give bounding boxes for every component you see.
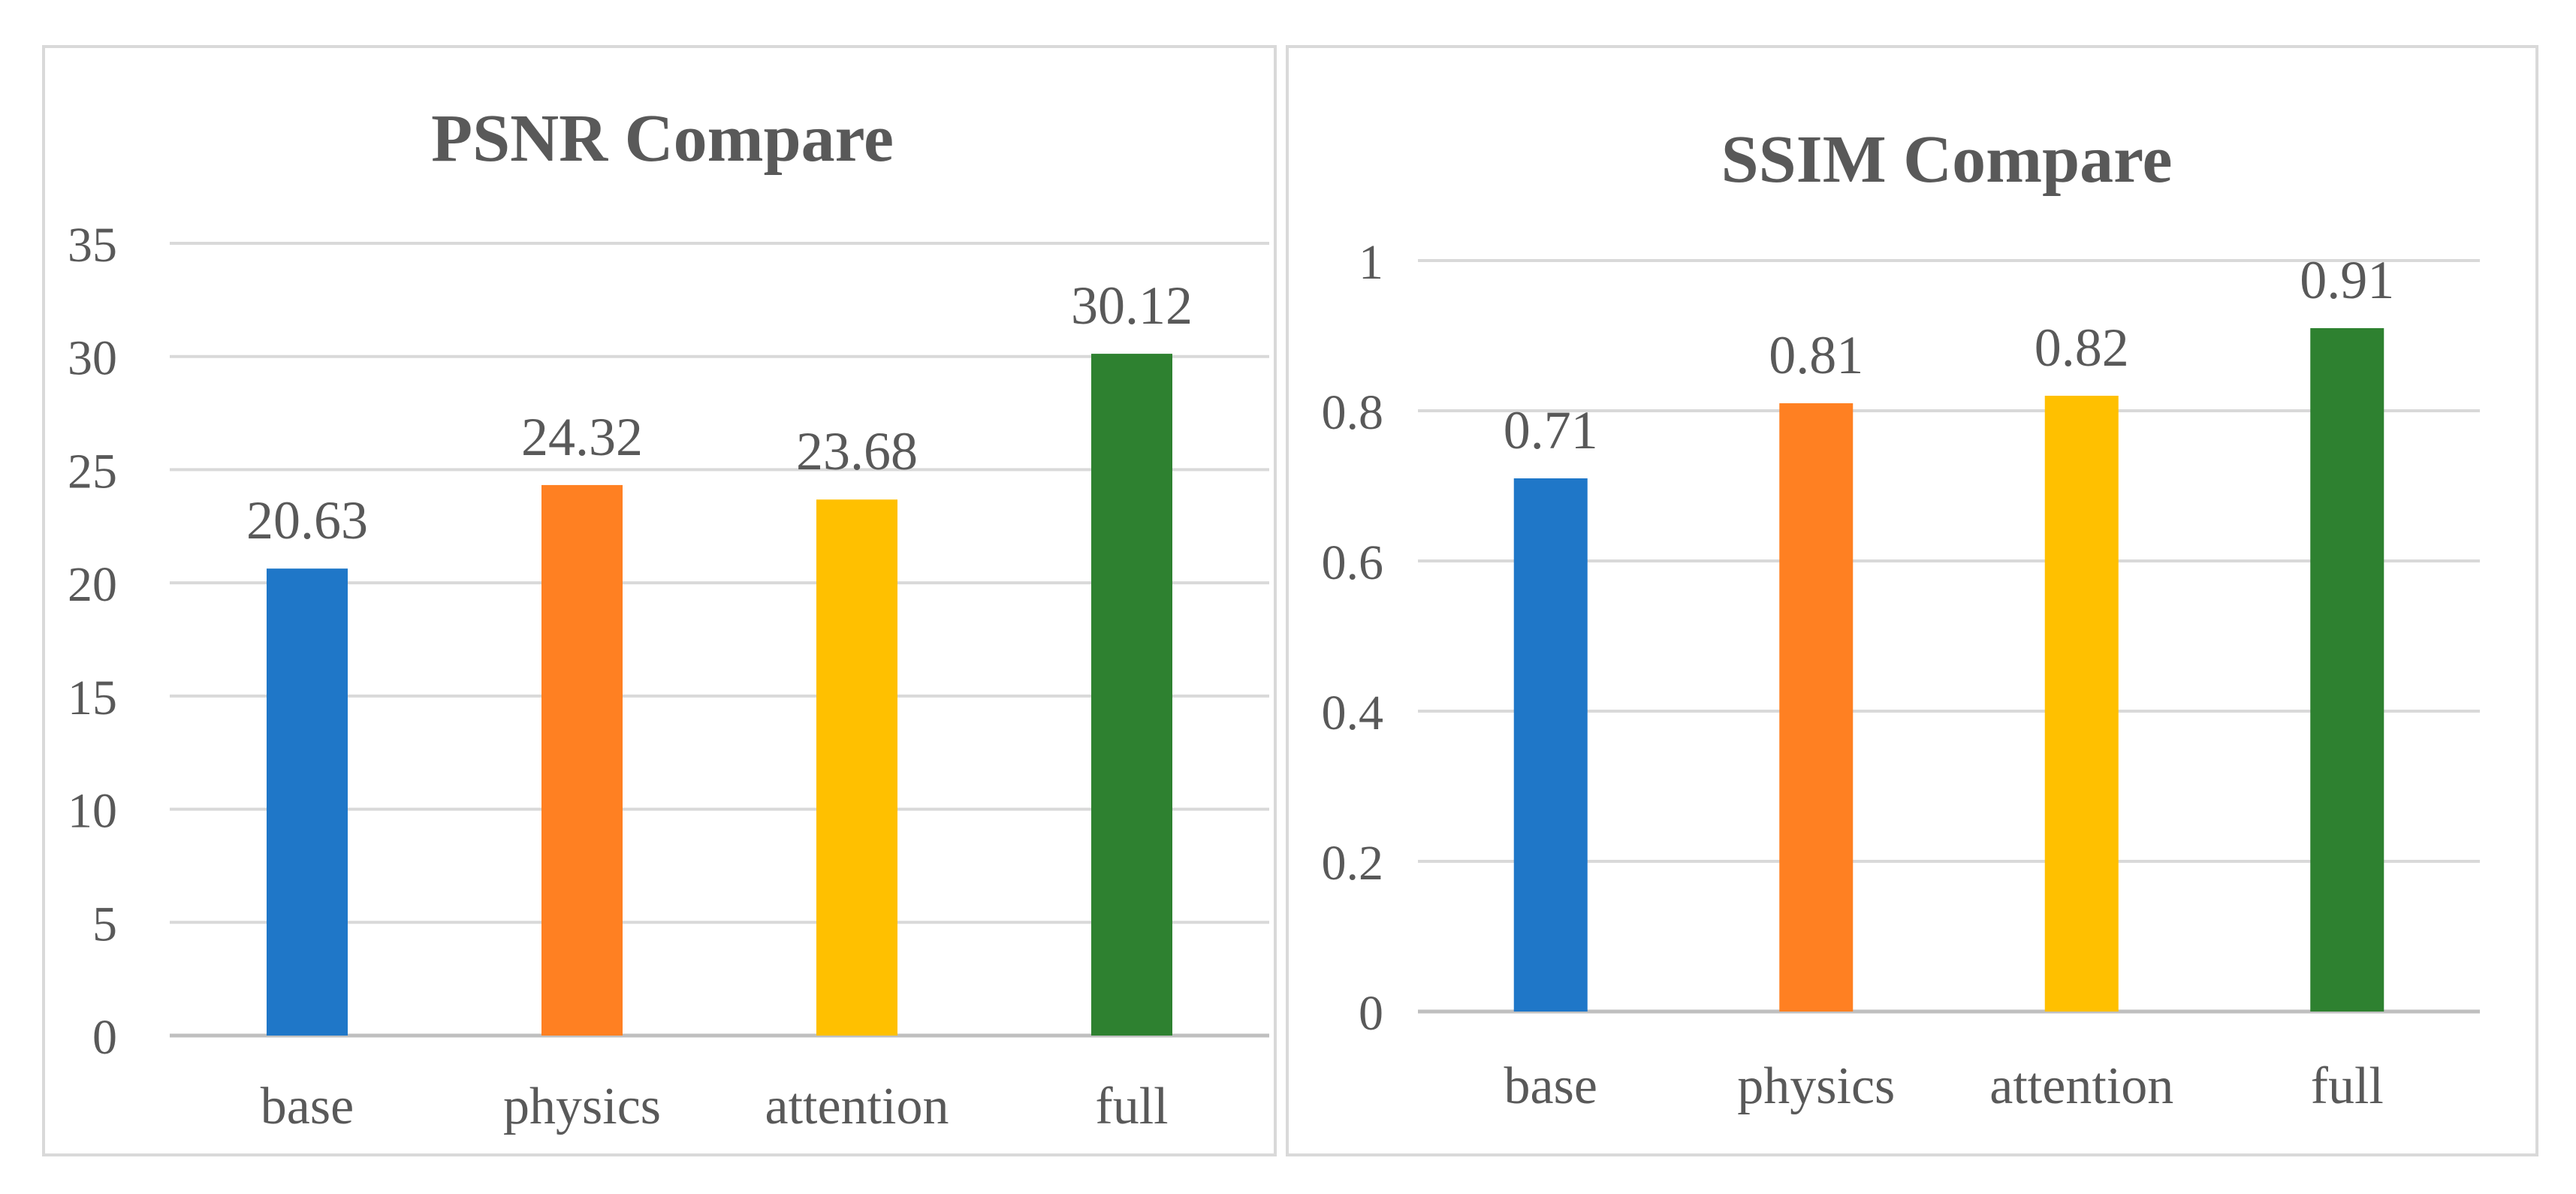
ssim-category-label-attention: attention bbox=[1989, 1057, 2173, 1115]
psnr-y-tick-label: 0 bbox=[92, 1010, 117, 1065]
ssim-y-tick-label: 0.2 bbox=[1322, 836, 1384, 891]
psnr-y-tick-label: 10 bbox=[68, 784, 117, 839]
psnr-y-tick-label: 25 bbox=[68, 444, 117, 499]
psnr-value-label-physics: 24.32 bbox=[521, 407, 643, 467]
psnr-y-tick-label: 30 bbox=[68, 331, 117, 386]
psnr-bar-full bbox=[1091, 354, 1172, 1036]
psnr-chart-panel: PSNR Compare 0 5 10 15 20 25 30 35 20.63 base 24.32… bbox=[42, 45, 1277, 1156]
ssim-y-tick-label: 0.8 bbox=[1322, 385, 1384, 440]
psnr-bar-chart: PSNR Compare 0 5 10 15 20 25 30 35 20.63 base 24.32… bbox=[68, 101, 1269, 1135]
ssim-y-tick-label: 0 bbox=[1359, 986, 1383, 1041]
psnr-category-label-base: base bbox=[261, 1078, 354, 1135]
ssim-category-label-physics: physics bbox=[1737, 1057, 1895, 1115]
ssim-bar-full bbox=[2310, 328, 2384, 1012]
ssim-bar-base bbox=[1513, 478, 1588, 1012]
ssim-y-tick-label: 0.6 bbox=[1322, 535, 1384, 590]
psnr-bar-attention bbox=[816, 499, 897, 1036]
ssim-chart-title: SSIM Compare bbox=[1721, 122, 2173, 197]
ssim-category-label-base: base bbox=[1504, 1057, 1597, 1115]
ssim-value-label-attention: 0.82 bbox=[2035, 318, 2129, 378]
psnr-y-tick-label: 20 bbox=[68, 557, 117, 612]
psnr-bar-base bbox=[267, 568, 348, 1036]
psnr-chart-title: PSNR Compare bbox=[431, 101, 894, 176]
ssim-value-label-physics: 0.81 bbox=[1769, 325, 1863, 385]
ssim-y-tick-label: 1 bbox=[1359, 235, 1383, 290]
psnr-value-label-attention: 23.68 bbox=[796, 421, 918, 481]
ssim-bar-chart: SSIM Compare00.20.40.60.810.71base0.81ph… bbox=[1322, 122, 2480, 1115]
ssim-bar-physics bbox=[1779, 403, 1854, 1012]
psnr-bar-physics bbox=[541, 484, 623, 1036]
ssim-bar-attention bbox=[2044, 396, 2119, 1012]
ssim-y-tick-label: 0.4 bbox=[1322, 686, 1384, 740]
psnr-value-label-full: 30.12 bbox=[1071, 276, 1193, 336]
psnr-category-label-full: full bbox=[1095, 1078, 1168, 1135]
ssim-value-label-full: 0.91 bbox=[2300, 250, 2394, 310]
ssim-chart-panel: SSIM Compare 0 0.2 0.4 0.6 0.8 1 0.71 base 0.81 ph… bbox=[1286, 45, 2538, 1156]
psnr-category-label-physics: physics bbox=[503, 1078, 661, 1135]
psnr-y-tick-label: 15 bbox=[68, 671, 117, 725]
ssim-value-label-base: 0.71 bbox=[1504, 400, 1598, 460]
psnr-y-tick-label: 35 bbox=[68, 218, 117, 273]
psnr-value-label-base: 20.63 bbox=[246, 490, 368, 550]
psnr-category-label-attention: attention bbox=[765, 1078, 949, 1135]
psnr-y-tick-label: 5 bbox=[92, 897, 117, 951]
ssim-category-label-full: full bbox=[2311, 1057, 2384, 1115]
